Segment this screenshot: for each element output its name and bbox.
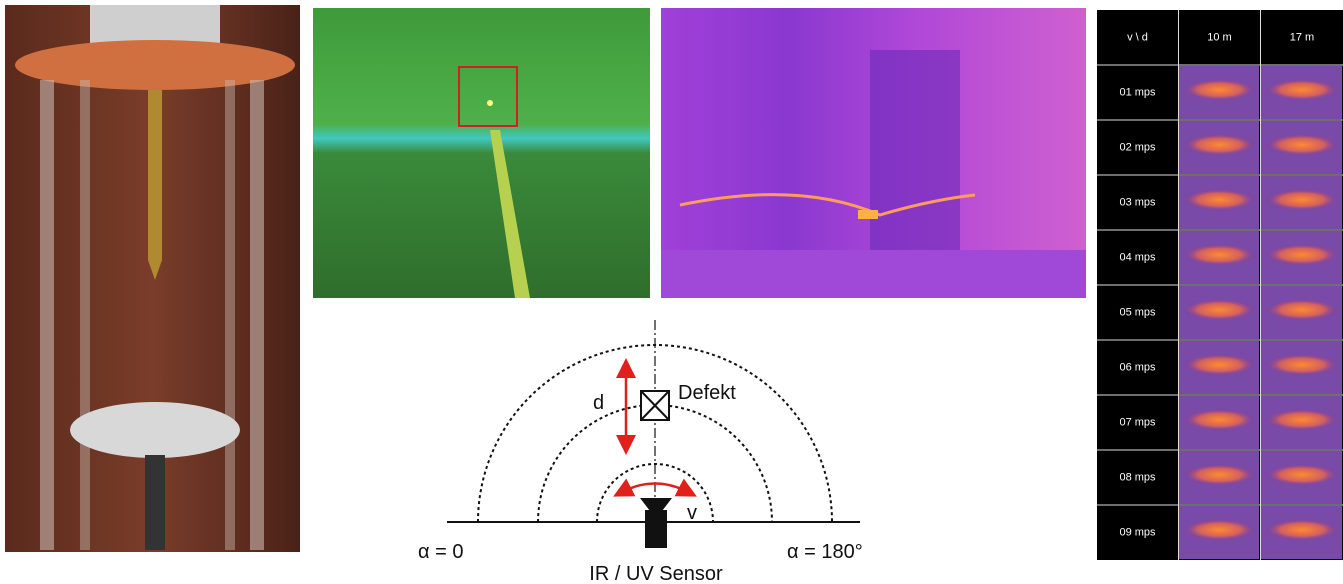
row-label: 03 mps	[1119, 196, 1156, 208]
row-label: 02 mps	[1119, 141, 1156, 153]
row-label: 01 mps	[1119, 86, 1156, 98]
thermal-hotspot	[1265, 188, 1339, 211]
thermal-hotspot	[1183, 353, 1256, 376]
row-label: 09 mps	[1119, 526, 1156, 538]
thermal-image-green	[313, 8, 650, 298]
thermal-hotspot	[1265, 463, 1339, 486]
thermal-hotspot	[1183, 188, 1256, 211]
thermal-hotspot	[1183, 298, 1256, 321]
thermal-hotspot	[1265, 298, 1339, 321]
angle-start-label: α = 0	[418, 541, 463, 563]
thermal-hotspot	[1183, 243, 1256, 266]
sensor-body	[645, 510, 667, 548]
thermal-hotspot	[1183, 518, 1256, 541]
thermal-table: v \ d 10 m 17 m 01 mps 02 mps 03 mps 04 mps 05 …	[1097, 10, 1343, 560]
thermal-hotspot	[1265, 408, 1339, 431]
row-label: 05 mps	[1119, 306, 1156, 318]
thermal-hotspot	[1265, 243, 1339, 266]
angle-end-label: α = 180°	[787, 541, 863, 563]
row-label: 04 mps	[1119, 251, 1156, 263]
row-label: 06 mps	[1119, 361, 1156, 373]
header-cell: 10 m	[1207, 31, 1231, 43]
row-label: 07 mps	[1119, 416, 1156, 428]
diagram	[447, 320, 860, 548]
arc-middle	[537, 404, 773, 523]
thermal-hotspot	[1265, 78, 1339, 101]
thermal-hotspot	[1183, 133, 1256, 156]
row-label: 08 mps	[1119, 471, 1156, 483]
header-cell: v \ d	[1127, 31, 1148, 43]
thermal-hotspot	[1265, 353, 1339, 376]
defect-cross	[640, 390, 670, 421]
velocity-arrow	[613, 478, 697, 497]
header-cell: 17 m	[1290, 31, 1314, 43]
sensor-label: IR / UV Sensor	[589, 563, 723, 584]
thermal-hotspot	[1265, 518, 1339, 541]
velocity-label: v	[687, 502, 697, 524]
defect-label: Defekt	[678, 382, 736, 404]
sensor-head	[640, 498, 672, 511]
arc-outer	[477, 344, 833, 523]
distance-label: d	[593, 392, 604, 414]
thermal-hotspot	[1183, 78, 1256, 101]
thermal-hotspot	[1265, 133, 1339, 156]
photo-insulator	[5, 5, 300, 552]
thermal-hotspot	[1183, 463, 1256, 486]
thermal-hotspot	[1183, 408, 1256, 431]
arc-inner	[596, 463, 714, 523]
thermal-image-purple	[661, 8, 1086, 298]
